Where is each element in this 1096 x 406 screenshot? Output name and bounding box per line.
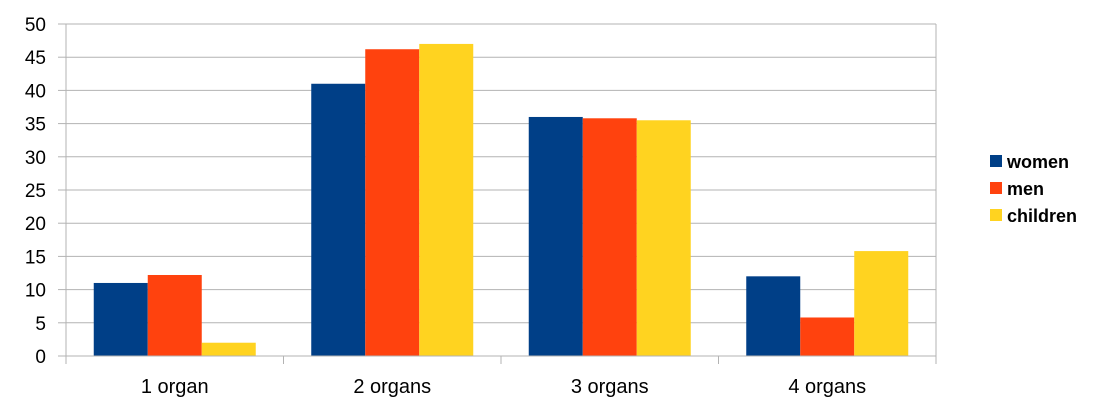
gridlines [66, 23, 936, 324]
y-tick-label: 5 [35, 314, 46, 335]
y-axis-tick-labels: 0 5 10 15 20 25 30 35 40 45 50 [25, 15, 46, 368]
y-tick-label: 45 [25, 48, 46, 69]
x-axis-tick-labels: 1 organ 2 organs 3 organs 4 organs [141, 376, 866, 398]
bar-men [365, 49, 420, 357]
bar-men [800, 317, 855, 356]
x-tick-label: 4 organs [788, 376, 866, 398]
bar-children [636, 120, 691, 356]
bar-men [582, 118, 637, 357]
legend: women men children [990, 152, 1077, 226]
axes [58, 23, 937, 364]
y-tick-label: 10 [25, 281, 46, 302]
x-tick-label: 3 organs [571, 376, 649, 398]
legend-label-children: children [1007, 206, 1077, 226]
y-tick-label: 30 [25, 148, 46, 169]
y-tick-label: 15 [25, 247, 46, 268]
legend-label-men: men [1007, 179, 1044, 199]
bar-children [419, 43, 474, 357]
legend-swatch-children [990, 209, 1002, 221]
y-tick-label: 25 [25, 181, 46, 202]
bar-women [93, 282, 148, 356]
legend-label-women: women [1006, 152, 1069, 172]
bar-children [854, 251, 909, 356]
bar-children [201, 342, 256, 356]
bar-men [147, 274, 202, 356]
y-tick-label: 40 [25, 81, 46, 102]
y-tick-label: 50 [25, 15, 46, 36]
x-tick-label: 1 organ [141, 376, 209, 398]
y-tick-label: 20 [25, 214, 46, 235]
bar-women [311, 83, 366, 356]
bars [93, 43, 909, 357]
bar-women [746, 276, 801, 356]
y-tick-label: 0 [35, 347, 46, 368]
legend-swatch-men [990, 182, 1002, 194]
legend-swatch-women [990, 155, 1002, 167]
bar-women [528, 116, 583, 357]
x-tick-label: 2 organs [353, 376, 431, 398]
y-tick-label: 35 [25, 115, 46, 136]
